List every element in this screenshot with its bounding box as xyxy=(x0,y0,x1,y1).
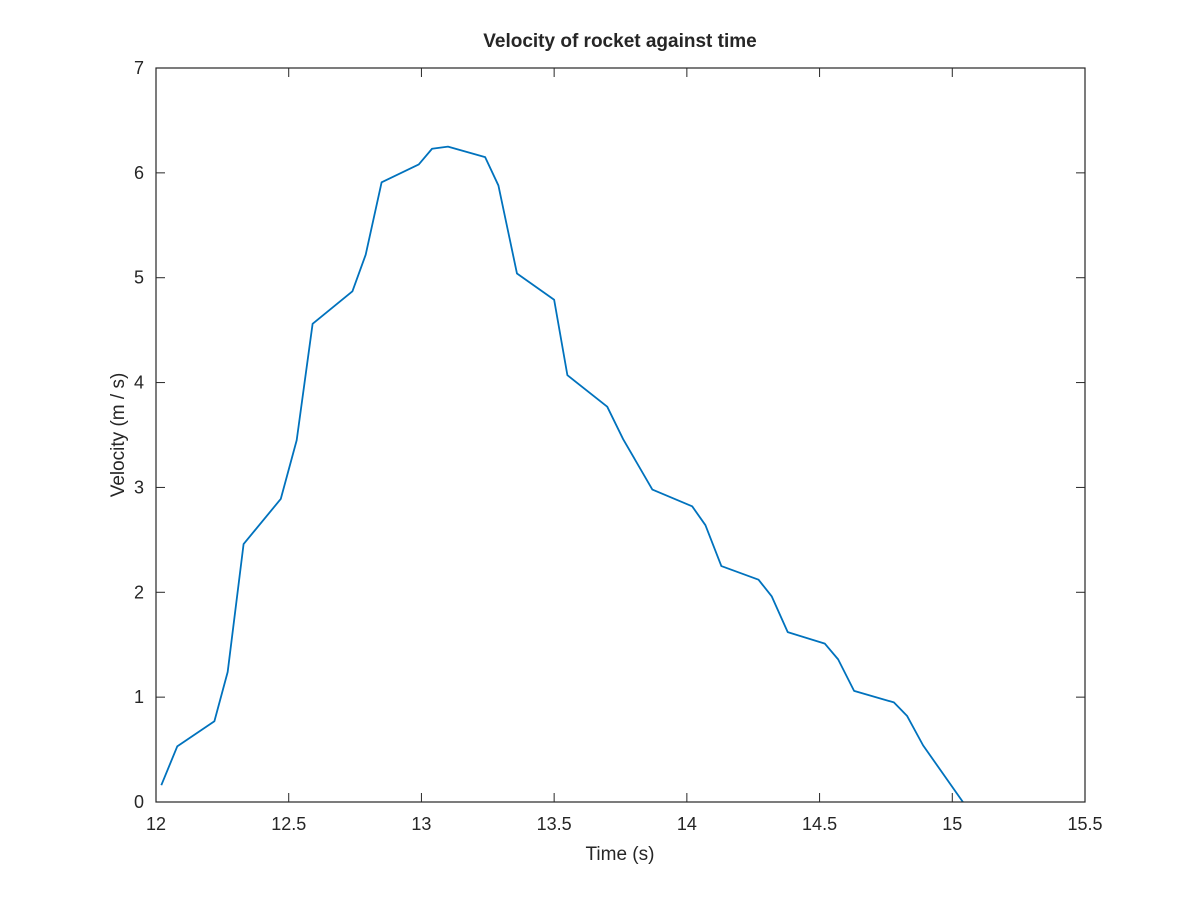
y-tick-label: 4 xyxy=(134,373,144,393)
y-tick-label: 7 xyxy=(134,58,144,78)
y-tick-label: 2 xyxy=(134,582,144,602)
y-axis-label: Velocity (m / s) xyxy=(108,373,129,498)
y-tick-label: 0 xyxy=(134,792,144,812)
y-tick-label: 1 xyxy=(134,687,144,707)
y-tick-label: 3 xyxy=(134,477,144,497)
x-tick-label: 14 xyxy=(677,814,697,834)
velocity-series-line xyxy=(160,145,964,803)
x-tick-label: 13 xyxy=(411,814,431,834)
chart-title: Velocity of rocket against time xyxy=(483,31,756,52)
x-tick-label: 13.5 xyxy=(537,814,572,834)
x-tick-label: 15 xyxy=(942,814,962,834)
series-layer xyxy=(160,145,964,803)
x-axis-label: Time (s) xyxy=(586,844,655,865)
x-tick-label: 15.5 xyxy=(1067,814,1102,834)
x-tick-label: 12 xyxy=(146,814,166,834)
y-tick-label: 5 xyxy=(134,268,144,288)
y-tick-label: 6 xyxy=(134,163,144,183)
x-tick-label: 14.5 xyxy=(802,814,837,834)
x-tick-label: 12.5 xyxy=(271,814,306,834)
axes-box xyxy=(155,67,1086,803)
